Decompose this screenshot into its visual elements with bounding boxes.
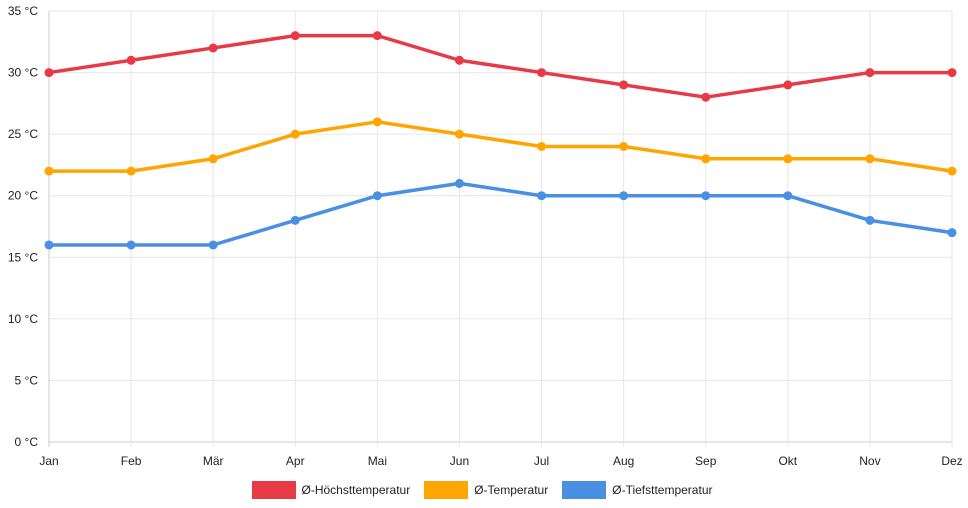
data-point bbox=[783, 191, 793, 201]
data-point bbox=[783, 80, 793, 90]
data-point bbox=[619, 141, 629, 151]
data-point bbox=[783, 154, 793, 164]
data-point bbox=[290, 31, 300, 41]
y-tick-label: 15 °C bbox=[8, 250, 38, 264]
legend-swatch bbox=[562, 481, 607, 499]
data-point bbox=[126, 240, 136, 250]
data-point bbox=[126, 166, 136, 176]
data-point bbox=[947, 228, 957, 238]
temperature-line-chart: 0 °C 5 °C 10 °C 15 °C 20 °C 25 °C 30 °C 35 °C Ja… bbox=[8, 4, 963, 468]
x-tick-label: Sep bbox=[695, 454, 717, 468]
data-point bbox=[44, 68, 54, 78]
series-line bbox=[48, 33, 952, 99]
x-tick-label: Mär bbox=[203, 454, 224, 468]
legend-label: Ø-Tiefsttemperatur bbox=[612, 483, 713, 497]
legend-label: Ø-Temperatur bbox=[474, 483, 549, 497]
data-point bbox=[44, 166, 54, 176]
data-point bbox=[865, 215, 875, 225]
legend-swatch bbox=[424, 481, 469, 499]
data-point bbox=[44, 240, 54, 250]
data-point bbox=[865, 68, 875, 78]
x-tick-label: Jan bbox=[39, 454, 58, 468]
data-point bbox=[865, 154, 875, 164]
data-point bbox=[208, 240, 218, 250]
y-tick-label: 10 °C bbox=[8, 312, 38, 326]
y-tick-label: 30 °C bbox=[8, 66, 38, 80]
data-point bbox=[619, 80, 629, 90]
data-point bbox=[208, 43, 218, 53]
data-point bbox=[372, 31, 382, 41]
x-tick-label: Dez bbox=[941, 454, 962, 468]
data-point bbox=[619, 191, 629, 201]
data-point bbox=[701, 92, 711, 102]
series-line bbox=[49, 181, 953, 247]
data-point bbox=[701, 191, 711, 201]
x-tick-label: Mai bbox=[368, 454, 387, 468]
legend: Ø-Höchsttemperatur Ø-Temperatur Ø-Tiefstte… bbox=[0, 481, 968, 499]
legend-swatch bbox=[251, 481, 296, 499]
data-point bbox=[372, 191, 382, 201]
data-point bbox=[372, 117, 382, 127]
legend-item[interactable]: Ø-Temperatur bbox=[424, 481, 548, 499]
data-point bbox=[701, 154, 711, 164]
y-tick-label: 35 °C bbox=[8, 4, 38, 18]
data-point bbox=[537, 68, 547, 78]
legend-item[interactable]: Ø-Tiefsttemperatur bbox=[562, 481, 712, 499]
data-point bbox=[537, 141, 547, 151]
y-tick-label: 0 °C bbox=[15, 435, 39, 449]
data-point bbox=[454, 55, 464, 65]
data-point bbox=[126, 55, 136, 65]
x-tick-label: Feb bbox=[121, 454, 142, 468]
data-point bbox=[290, 215, 300, 225]
legend-label: Ø-Höchsttemperatur bbox=[301, 483, 411, 497]
data-point bbox=[454, 178, 464, 188]
x-tick-label: Okt bbox=[778, 454, 797, 468]
data-point bbox=[290, 129, 300, 139]
data-point bbox=[947, 166, 957, 176]
x-tick-label: Jun bbox=[450, 454, 469, 468]
x-tick-label: Jul bbox=[534, 454, 549, 468]
y-tick-label: 25 °C bbox=[8, 127, 38, 141]
y-tick-label: 20 °C bbox=[8, 189, 38, 203]
data-point bbox=[208, 154, 218, 164]
y-tick-label: 5 °C bbox=[15, 373, 39, 387]
series-line bbox=[49, 120, 953, 173]
data-point bbox=[947, 68, 957, 78]
x-tick-label: Aug bbox=[613, 454, 634, 468]
data-point bbox=[537, 191, 547, 201]
data-point bbox=[454, 129, 464, 139]
x-tick-label: Apr bbox=[286, 454, 305, 468]
x-tick-label: Nov bbox=[859, 454, 880, 468]
legend-item[interactable]: Ø-Höchsttemperatur bbox=[251, 481, 411, 499]
